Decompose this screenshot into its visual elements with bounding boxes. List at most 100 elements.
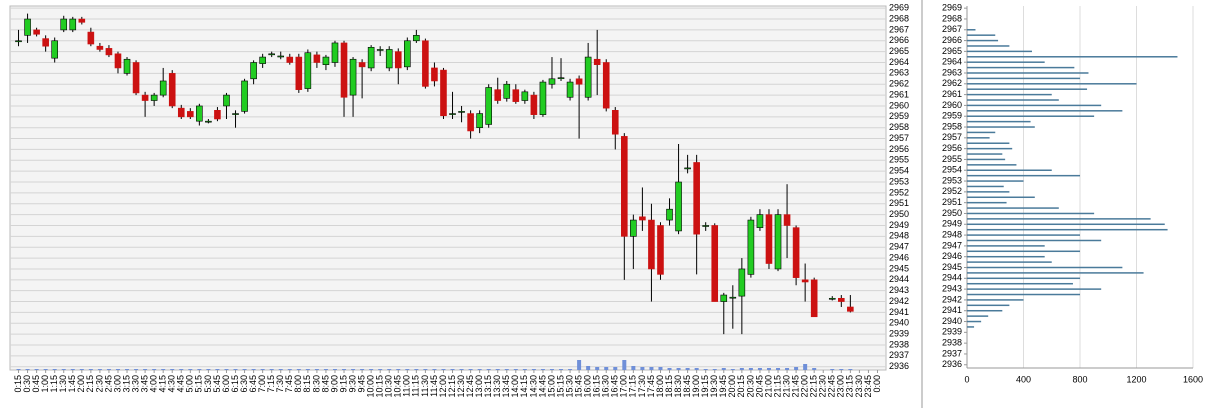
candle-body — [476, 113, 483, 128]
x-tick-label: 4:30 — [167, 375, 177, 393]
bar — [967, 255, 1045, 258]
x-tick-label: 18:45 — [682, 375, 692, 398]
x-tick-label: 4:45 — [176, 375, 186, 393]
y-tick-label: 2937 — [942, 348, 962, 358]
candle-body — [24, 18, 31, 36]
y-tick-label: 2954 — [942, 165, 962, 175]
candle-body — [196, 105, 203, 122]
x-tick-label: 17:45 — [646, 375, 656, 398]
candle-body — [15, 40, 22, 43]
x-tick-label: 6:00 — [221, 375, 231, 393]
candle-body — [774, 214, 782, 270]
x-tick-label: 0 — [964, 374, 969, 384]
candle-body — [123, 58, 131, 74]
y-tick-label: 2960 — [889, 100, 909, 110]
x-tick-label: 3:15 — [121, 375, 131, 393]
x-tick-label: 12:30 — [456, 375, 466, 398]
bar — [967, 282, 1073, 285]
x-tick-label: 10:00 — [366, 375, 376, 398]
x-tick-label: 20:45 — [754, 375, 764, 398]
volume-bar — [296, 369, 301, 370]
volume-bar — [396, 369, 401, 370]
bar — [967, 174, 1080, 177]
volume-bar — [649, 367, 654, 370]
volume-bar — [242, 369, 247, 370]
candle-body — [711, 225, 719, 302]
bar — [967, 126, 1035, 128]
x-tick-label: 7:45 — [284, 375, 294, 393]
bar — [967, 201, 1007, 204]
x-tick-label: 22:00 — [800, 375, 810, 398]
candle-body — [367, 46, 375, 69]
volume-bar — [134, 369, 139, 370]
x-tick-label: 23:45 — [863, 375, 873, 398]
bar — [967, 223, 1165, 226]
volume-bar — [848, 369, 853, 370]
bar — [967, 207, 1059, 209]
y-tick-label: 2949 — [942, 219, 962, 229]
candle-body — [33, 29, 40, 35]
x-tick-label: 2:15 — [85, 375, 95, 393]
volume-bar — [314, 369, 319, 370]
candle-body — [602, 62, 610, 109]
bar — [967, 196, 1035, 199]
x-tick-label: 10:30 — [384, 375, 394, 398]
x-tick-label: 21:30 — [781, 375, 791, 398]
y-tick-label: 2943 — [889, 285, 909, 295]
y-tick-label: 2963 — [942, 67, 962, 77]
volume-bar — [305, 369, 310, 370]
volume-bar — [766, 368, 771, 370]
y-tick-label: 2963 — [889, 68, 909, 78]
bar — [967, 250, 1080, 253]
x-tick-label: 21:00 — [763, 375, 773, 398]
y-tick-label: 2946 — [942, 251, 962, 261]
x-tick-label: 19:45 — [718, 375, 728, 398]
x-tick-label: 17:15 — [628, 375, 638, 398]
y-tick-label: 2956 — [942, 143, 962, 153]
x-tick-label: 12:45 — [465, 375, 475, 398]
plot-area — [9, 5, 887, 371]
candle-body — [593, 58, 601, 65]
bar — [967, 185, 1004, 188]
x-tick-label: 16:00 — [583, 375, 593, 398]
bar — [967, 153, 1003, 155]
y-tick-label: 2947 — [889, 242, 909, 252]
y-tick-label: 2949 — [889, 220, 909, 230]
x-tick-label: 23:15 — [845, 375, 855, 398]
bar — [967, 272, 1144, 274]
y-tick-label: 2943 — [942, 283, 962, 293]
bar — [967, 147, 1013, 150]
volume-bar — [143, 369, 148, 370]
candle-body — [413, 35, 420, 42]
candle-body — [828, 297, 836, 300]
bar — [967, 299, 1024, 301]
x-tick-label: 16:15 — [592, 375, 602, 398]
x-tick-label: 1:15 — [49, 375, 59, 393]
bar — [967, 120, 1031, 123]
candle-body — [394, 51, 402, 69]
volume-bar — [586, 366, 591, 370]
bar — [967, 245, 1045, 247]
volume-bar — [88, 369, 93, 370]
candle-body — [584, 56, 592, 98]
y-tick-label: 2953 — [889, 176, 909, 186]
candle-body — [187, 111, 194, 118]
candle-body — [675, 181, 682, 232]
volume-bar — [441, 369, 446, 370]
volume-bar — [477, 369, 482, 370]
x-tick-label: 8:45 — [320, 375, 330, 393]
candle-body — [340, 42, 348, 98]
volume-bar — [287, 369, 292, 370]
candle-body — [783, 214, 791, 226]
x-tick-label: 17:30 — [637, 375, 647, 398]
y-tick-label: 2952 — [942, 186, 962, 196]
candle-body — [322, 56, 330, 65]
candle-body — [666, 208, 673, 221]
x-tick-label: 1:30 — [58, 375, 68, 393]
x-tick-label: 20:15 — [736, 375, 746, 398]
y-tick-label: 2945 — [889, 263, 909, 273]
y-tick-label: 2939 — [889, 329, 909, 339]
candle-body — [268, 53, 275, 56]
candle-body — [42, 38, 49, 47]
volume-bar — [568, 369, 573, 370]
